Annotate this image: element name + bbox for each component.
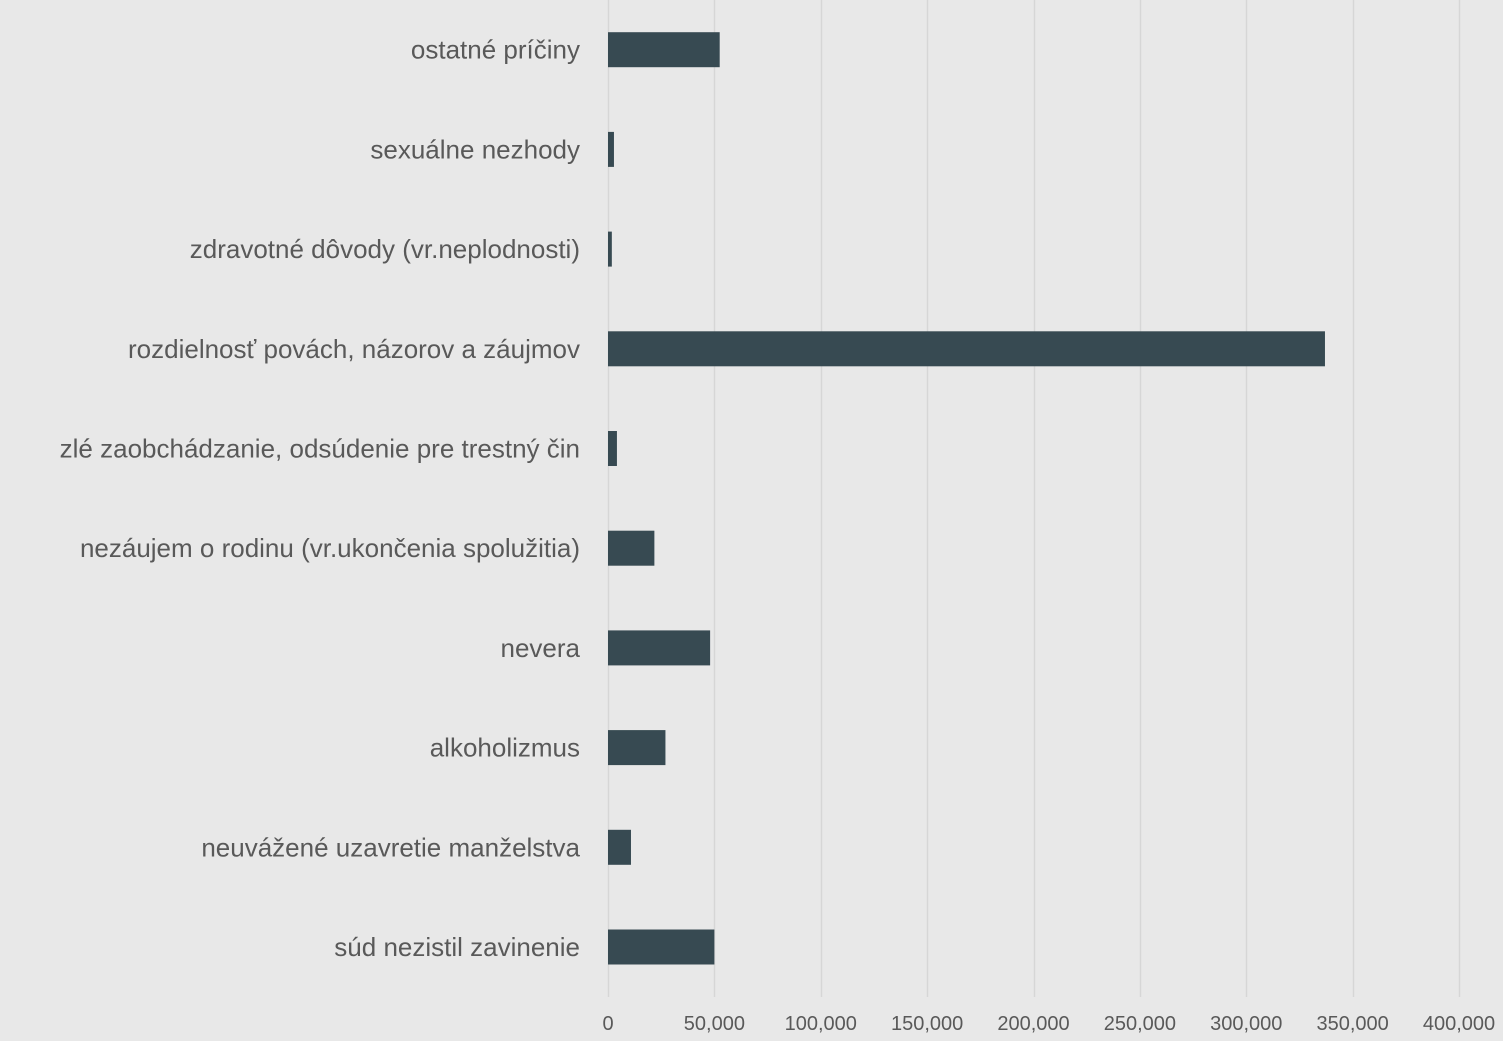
category-label: rozdielnosť povách, názorov a záujmov	[128, 334, 580, 364]
category-label: súd nezistil zavinenie	[334, 932, 580, 962]
bar	[608, 530, 655, 566]
gridlines	[607, 0, 1461, 997]
bar	[608, 431, 617, 466]
category-label: zdravotné dôvody (vr.neplodnosti)	[190, 234, 580, 264]
x-tick-label: 0	[602, 1013, 613, 1035]
bar	[608, 131, 614, 167]
x-tick-label: 250,000	[1104, 1013, 1176, 1035]
bar	[608, 730, 666, 766]
category-labels: ostatné príčiny sexuálne nezhody zdravotné…	[60, 35, 581, 962]
bar	[608, 331, 1325, 367]
category-label: ostatné príčiny	[411, 35, 580, 65]
x-tick-label: 300,000	[1210, 1013, 1282, 1035]
bar	[608, 829, 631, 865]
category-label: sexuálne nezhody	[370, 134, 580, 164]
category-label: zlé zaobchádzanie, odsúdenie pre trestný…	[60, 434, 580, 464]
category-label: neuvážené uzavretie manželstva	[201, 832, 580, 862]
x-tick-label: 200,000	[997, 1013, 1069, 1035]
x-tick-label: 150,000	[891, 1013, 963, 1035]
category-label: nezáujem o rodinu (vr.ukončenia spolužit…	[80, 533, 580, 563]
category-label: nevera	[501, 633, 581, 663]
x-axis-tick-labels: 0 50,000 100,000 150,000 200,000 250,000 300,0…	[602, 1013, 1495, 1035]
x-tick-label: 350,000	[1316, 1013, 1388, 1035]
x-tick-label: 400,000	[1423, 1013, 1495, 1035]
x-tick-label: 100,000	[785, 1013, 857, 1035]
bar	[608, 929, 715, 965]
bar	[608, 32, 720, 68]
x-tick-label: 50,000	[684, 1013, 745, 1035]
bar	[608, 630, 711, 666]
bars	[608, 32, 1325, 965]
bar	[608, 231, 612, 267]
category-label: alkoholizmus	[430, 733, 580, 763]
